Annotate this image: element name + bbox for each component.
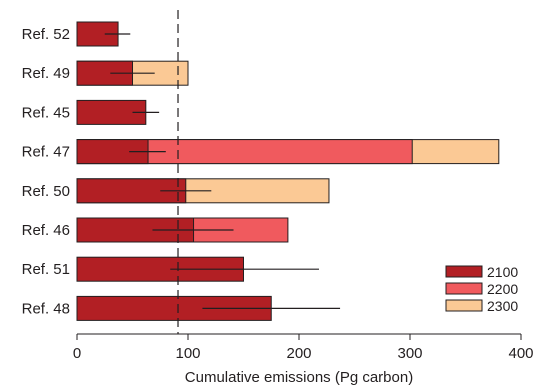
legend-swatch-2200	[445, 282, 483, 295]
category-label: Ref. 47	[22, 144, 70, 161]
category-label: Ref. 46	[22, 222, 70, 239]
category-label: Ref. 49	[22, 65, 70, 82]
legend-label-2300: 2300	[487, 298, 518, 314]
legend-label-2100: 2100	[487, 264, 518, 280]
x-tick-label: 400	[508, 345, 533, 362]
error-bars-layer	[104, 33, 341, 309]
legend-label-2200: 2200	[487, 281, 518, 297]
legend-swatch-2300	[445, 299, 483, 312]
legend-swatch-2100	[445, 265, 483, 278]
x-tick-label: 200	[286, 345, 311, 362]
axes-layer: Ref. 52 Ref. 49 Ref. 45 Ref. 47 Ref. 50 Ref. …	[22, 26, 534, 362]
x-tick-label: 0	[73, 345, 81, 362]
x-tick-label: 300	[397, 345, 422, 362]
category-label: Ref. 45	[22, 104, 70, 121]
bars-layer	[76, 21, 500, 321]
x-axis-title: Cumulative emissions (Pg carbon)	[185, 369, 413, 386]
category-label: Ref. 51	[22, 261, 70, 278]
x-tick-label: 100	[175, 345, 200, 362]
category-label: Ref. 50	[22, 183, 70, 200]
category-label: Ref. 48	[22, 300, 70, 317]
category-label: Ref. 52	[22, 26, 70, 43]
